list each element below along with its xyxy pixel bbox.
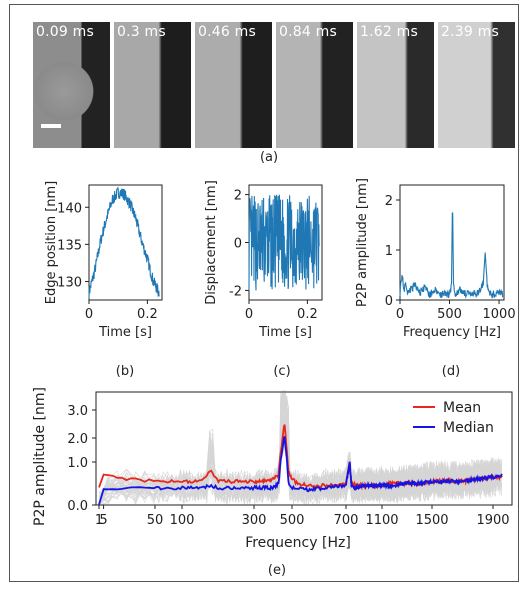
- chart-b-xtick-label-0: 0: [85, 307, 93, 322]
- microscopy-frame-5: 1.62 ms: [357, 22, 434, 148]
- chart-e-xtick-label-3: 100: [170, 513, 195, 528]
- chart-e-xtick-label-7: 1100: [365, 513, 398, 528]
- chart-b-xlabel: Time [s]: [98, 325, 152, 340]
- chart-e-trace-14: [98, 390, 502, 505]
- time-label: 0.09 ms: [36, 24, 94, 40]
- microscopy-frame-2: 0.3 ms: [114, 22, 191, 148]
- chart-d-xtick-label-2: 1000: [483, 307, 516, 322]
- chart-e-legend-label-median: Median: [443, 420, 494, 436]
- time-label: 0.3 ms: [117, 24, 166, 40]
- chart-d-ytick-label-2: 2: [385, 194, 393, 209]
- microscopy-frame-1: 0.09 ms: [33, 22, 110, 148]
- microscopy-image-strip: 0.09 ms 0.3 ms 0.46 ms 0.84 ms 1.62 ms 2…: [33, 22, 517, 148]
- chart-e-trace-22: [98, 395, 502, 506]
- chart-c-xtick-label-1: 0.2: [297, 307, 318, 322]
- chart-b-axes-frame: [88, 184, 163, 301]
- chart-c-ytick-label-2: 2: [234, 189, 242, 204]
- microscopy-frame-6: 2.39 ms: [438, 22, 515, 148]
- panel-label-a: (a): [259, 150, 279, 165]
- chart-d-xtick-label-0: 0: [396, 307, 404, 322]
- chart-e-trace-16: [98, 407, 502, 506]
- chart-d-xlabel: Frequency [Hz]: [403, 325, 501, 340]
- chart-d-series-line: [399, 212, 504, 299]
- chart-c-series-line: [248, 194, 320, 291]
- chart-e-trace-5: [98, 401, 502, 506]
- time-label: 0.46 ms: [198, 24, 256, 40]
- chart-c-ytick-label-0: -2: [229, 284, 242, 299]
- chart-b-series-line: [88, 186, 160, 299]
- chart-c-xtick-label-0: 0: [245, 307, 253, 322]
- chart-e-ylabel: P2P amplitude [nm]: [32, 387, 48, 526]
- microscopy-frame-3: 0.46 ms: [195, 22, 272, 148]
- chart-e-trace-2: [98, 390, 502, 505]
- chart-e-xtick-label-2: 50: [147, 513, 164, 528]
- chart-e-ytick-label-1: 1.0: [67, 456, 88, 471]
- chart-e-trace-1: [98, 390, 502, 505]
- chart-e-legend-label-mean: Mean: [443, 400, 481, 416]
- scale-bar: [41, 124, 61, 128]
- chart-e-axes-frame: [95, 391, 513, 506]
- chart-e-xtick-label-9: 1900: [476, 513, 509, 528]
- chart-e-trace-12: [98, 390, 502, 506]
- chart-e-trace-37: [98, 390, 502, 503]
- chart-d-axes-frame: [399, 184, 505, 301]
- chart-c-ytick-label-1: 0: [234, 237, 242, 252]
- chart-d-xtick-label-1: 500: [437, 307, 462, 322]
- panel-label-c: (c): [273, 364, 291, 379]
- chart-c-xlabel: Time [s]: [258, 325, 312, 340]
- chart-b-ytick-label-1: 135: [57, 238, 82, 253]
- chart-e-xtick-label-4: 300: [242, 513, 267, 528]
- chart-b-ylabel: Edge position [nm]: [44, 181, 59, 305]
- chart-e-ytick-label-2: 2.0: [67, 432, 88, 447]
- chart-e-xtick-label-0: 1: [95, 513, 103, 528]
- panel-label-e: (e): [267, 563, 287, 578]
- chart-d-ytick-label-1: 1: [385, 244, 393, 259]
- chart-d-ylabel: P2P amplitude [nm]: [355, 178, 370, 307]
- chart-e-trace-3: [98, 390, 502, 506]
- time-label: 1.62 ms: [360, 24, 418, 40]
- chart-e-xlabel: Frequency [Hz]: [245, 535, 351, 551]
- microscopy-frame-4: 0.84 ms: [276, 22, 353, 148]
- chart-b-ytick-label-2: 140: [57, 201, 82, 216]
- chart-e-xtick-label-1: 5: [99, 513, 107, 528]
- chart-c-ylabel: Displacement [nm]: [204, 180, 219, 305]
- chart-e-trace-4: [98, 390, 502, 503]
- time-label: 2.39 ms: [441, 24, 499, 40]
- chart-e-trace-29: [98, 390, 502, 506]
- chart-e-ytick-label-0: 0.0: [67, 499, 88, 514]
- chart-e-xtick-label-6: 700: [334, 513, 359, 528]
- chart-e-trace-32: [98, 390, 502, 503]
- panel-label-b: (b): [115, 364, 135, 379]
- chart-e-series-median: [98, 436, 503, 505]
- chart-e-xtick-label-8: 1500: [415, 513, 448, 528]
- chart-d-ytick-label-0: 0: [385, 294, 393, 309]
- chart-e-xtick-label-5: 500: [280, 513, 305, 528]
- chart-e-ytick-label-3: 3.0: [67, 404, 88, 419]
- time-label: 0.84 ms: [279, 24, 337, 40]
- panel-label-d: (d): [441, 364, 461, 379]
- chart-b-ytick-label-0: 130: [57, 275, 82, 290]
- figure-frame: [9, 4, 519, 582]
- chart-b-xtick-label-1: 0.2: [137, 307, 158, 322]
